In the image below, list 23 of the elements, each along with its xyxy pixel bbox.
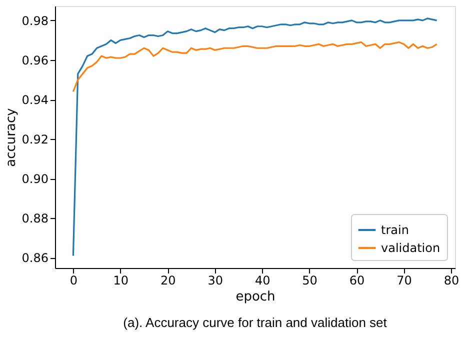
- line-series: [72, 18, 438, 257]
- legend-label: validation: [381, 241, 440, 255]
- y-axis-title: accuracy: [4, 108, 19, 167]
- text: (a). Accuracy curve for train and validation set: [123, 315, 388, 330]
- x-axis-title: epoch: [236, 290, 276, 304]
- x-tick-label: 30: [208, 274, 223, 288]
- x-tick-label: 0: [70, 274, 78, 288]
- x-tick-label: 80: [444, 274, 460, 288]
- y-tick-label: 0.98: [22, 14, 48, 28]
- x-tick-label: 40: [254, 274, 270, 288]
- y-tick-label: 0.94: [22, 93, 48, 108]
- x-tick-label: 70: [396, 274, 412, 288]
- x-tick-label: 60: [349, 274, 365, 288]
- y-tick-label: 0.86: [22, 251, 48, 266]
- y-tick-label: 0.88: [22, 212, 48, 226]
- y-tick-label: 0.90: [22, 172, 48, 186]
- x-tick-label: 10: [113, 274, 129, 288]
- y-tick-label: 0.96: [22, 53, 48, 68]
- y-tick-label: 0.92: [22, 132, 48, 147]
- x-tick-label: 20: [160, 274, 176, 288]
- line-series: [72, 41, 438, 92]
- x-tick-label: 50: [302, 274, 318, 288]
- legend-label: train: [381, 223, 409, 237]
